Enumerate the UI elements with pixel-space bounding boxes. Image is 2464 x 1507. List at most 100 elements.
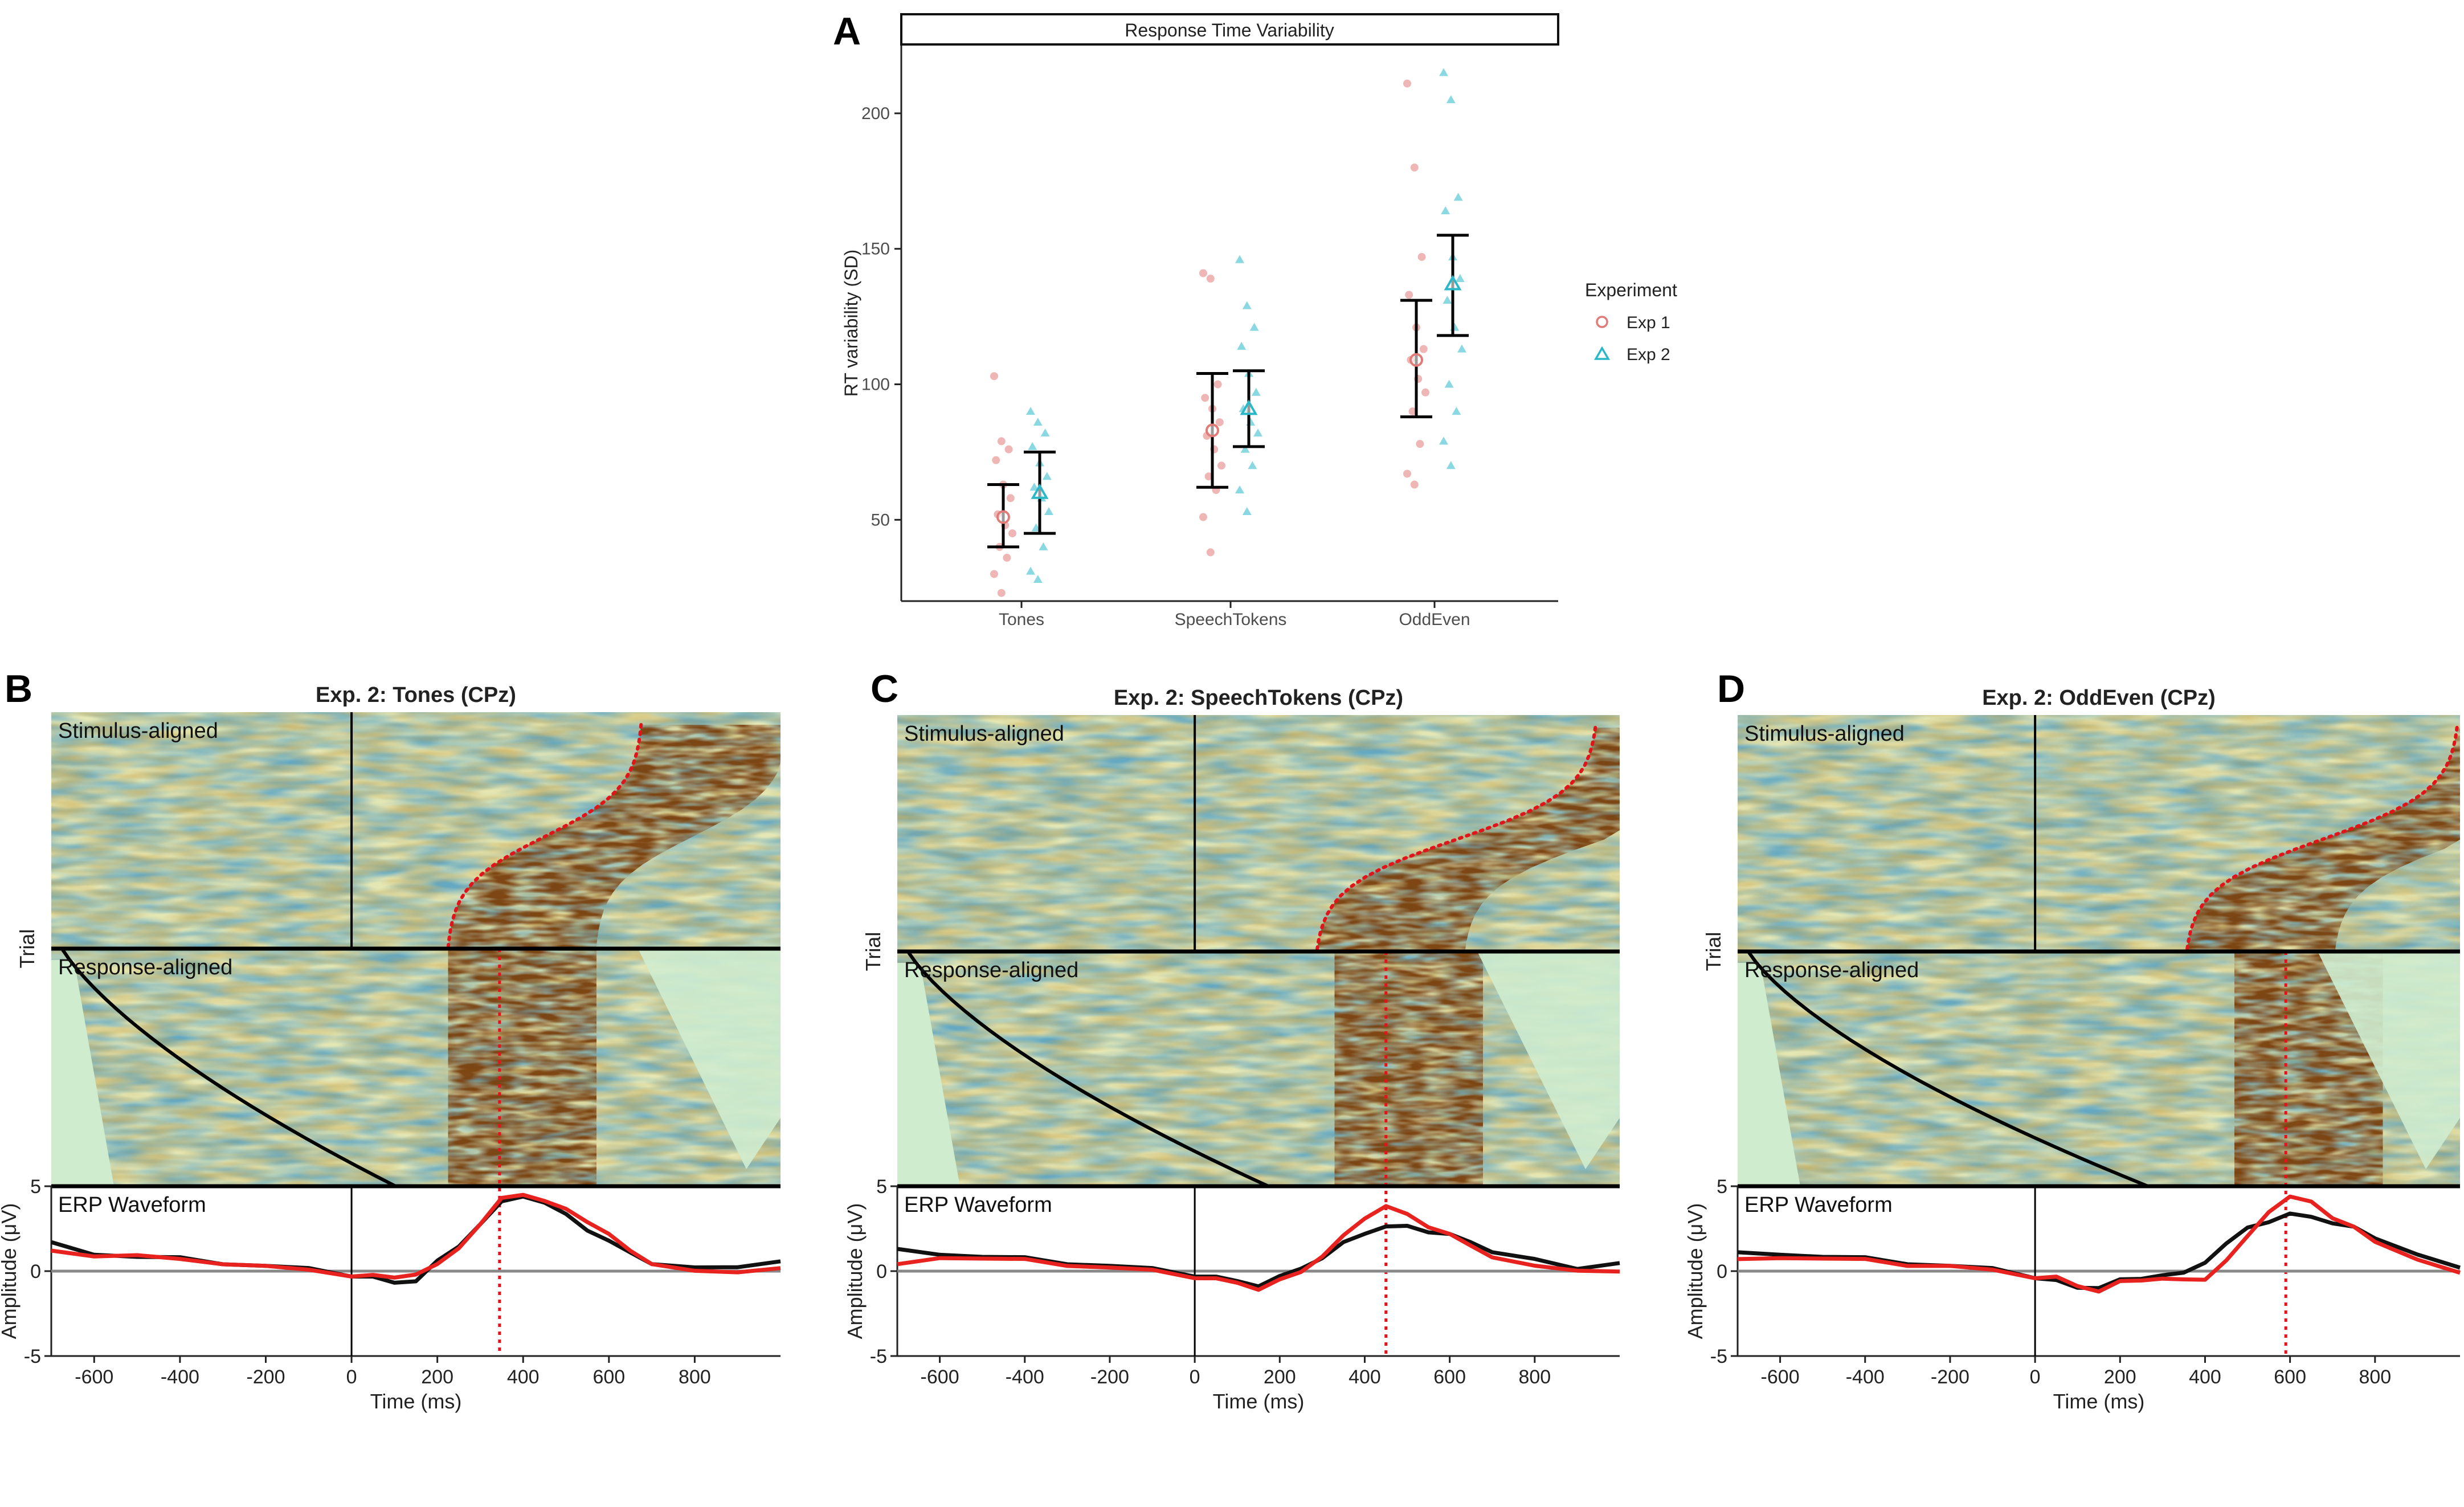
legend-exp2-label: Exp 2: [1627, 345, 1670, 364]
a-point-exp1: [1201, 394, 1209, 402]
a-point-exp1: [1417, 252, 1426, 261]
stimulus-aligned-label: Stimulus-aligned: [1744, 722, 1905, 746]
stimulus-onset-curve: [61, 949, 397, 1188]
panel-title: Exp. 2: SpeechTokens (CPz): [1114, 686, 1403, 710]
erp-xtick-label: -400: [161, 1366, 199, 1388]
response-empty-left: [897, 963, 960, 1186]
a-point-exp2: [1235, 485, 1244, 493]
a-point-exp2: [1040, 428, 1050, 437]
a-mean-exp2: [1240, 399, 1258, 415]
a-point-exp2: [1026, 566, 1035, 575]
trial-label: Trial: [861, 932, 885, 971]
erp-response-aligned: [1737, 1194, 2461, 1294]
a-point-exp1: [990, 372, 998, 381]
a-point-exp2: [1042, 472, 1052, 480]
a-point-exp2: [1439, 68, 1448, 76]
erp-xtick-label: -400: [1846, 1366, 1885, 1388]
a-mean-exp2: [1031, 483, 1049, 499]
a-point-exp1: [997, 589, 1006, 597]
panel-label-c: C: [871, 667, 898, 710]
erp-x-axis-label: Time (ms): [370, 1390, 462, 1413]
a-title-strip: [900, 13, 1559, 46]
erp-xtick-label: 200: [2104, 1366, 2136, 1388]
a-point-exp2: [1033, 418, 1043, 426]
legend-exp1-label: Exp 1: [1627, 313, 1670, 332]
legend-exp1-marker: [1596, 316, 1608, 328]
erp-xtick-label: 0: [346, 1366, 357, 1388]
a-point-exp2: [1242, 301, 1252, 309]
a-point-exp2: [1452, 407, 1461, 415]
a-point-exp1: [1204, 472, 1213, 481]
erp-stimulus-aligned: [897, 1224, 1620, 1289]
a-point-exp2: [1446, 461, 1456, 469]
panel-title: Exp. 2: OddEven (CPz): [1982, 686, 2216, 710]
erp-xtick-label: -600: [1761, 1366, 1800, 1388]
erp-ytick-label: -5: [24, 1346, 41, 1367]
response-empty-right: [638, 949, 781, 1169]
panel-title: Exp. 2: Tones (CPz): [316, 683, 516, 707]
legend-exp2-marker: [1593, 346, 1611, 360]
a-point-exp1: [1199, 513, 1207, 521]
a-point-exp1: [1421, 388, 1429, 397]
erp-xtick-label: 200: [1264, 1366, 1296, 1388]
a-ytick-label: 150: [861, 240, 890, 259]
a-xtick-label: OddEven: [1399, 610, 1470, 629]
a-point-exp1: [1213, 380, 1222, 389]
response-empty-left: [51, 960, 114, 1186]
a-point-exp2: [1443, 296, 1452, 304]
legend-title: Experiment: [1585, 280, 1677, 300]
a-point-exp1: [1206, 548, 1215, 557]
a-point-exp2: [1439, 436, 1448, 445]
erp-response-aligned: [897, 1204, 1620, 1292]
erp-xtick-label: 400: [1349, 1366, 1381, 1388]
response-aligned-label: Response-aligned: [904, 958, 1078, 982]
erp-xtick-label: 800: [1518, 1366, 1551, 1388]
response-burst: [1334, 951, 1483, 1186]
stimulus-onset-curve: [1747, 951, 2149, 1188]
erp-ytick-label: 5: [30, 1176, 41, 1198]
response-aligned-label: Response-aligned: [58, 955, 232, 979]
a-xtick-label: SpeechTokens: [1175, 610, 1287, 629]
a-point-exp1: [997, 437, 1006, 446]
erp-xtick-label: -400: [1006, 1366, 1044, 1388]
a-point-exp2: [1455, 274, 1465, 283]
a-point-exp2: [1029, 483, 1039, 491]
erp-xtick-label: 0: [2030, 1366, 2041, 1388]
trial-label: Trial: [15, 929, 39, 969]
erp-xtick-label: -600: [921, 1366, 959, 1388]
a-ytick-label: 200: [861, 104, 890, 123]
a-point-exp2: [1026, 407, 1035, 415]
a-point-exp2: [1248, 461, 1257, 469]
a-point-exp1: [1215, 418, 1224, 427]
erp-xtick-label: -200: [246, 1366, 285, 1388]
a-point-exp2: [1240, 444, 1250, 453]
erp-xtick-label: 400: [507, 1366, 540, 1388]
a-y-axis-label: RT variability (SD): [841, 250, 861, 397]
a-point-exp1: [1403, 469, 1411, 478]
panel-a: Response Time Variability 50 100 150 200 To…: [841, 13, 1677, 629]
a-point-exp1: [1003, 553, 1011, 562]
erp-response-aligned: [51, 1192, 781, 1280]
panel-label-d: D: [1717, 667, 1745, 710]
a-point-exp1: [1199, 269, 1207, 277]
panel-label-b: B: [5, 667, 32, 710]
a-ytick-label: 50: [871, 510, 890, 529]
response-aligned-label: Response-aligned: [1744, 958, 1919, 982]
erp-xtick-label: 400: [2189, 1366, 2221, 1388]
a-point-exp2: [1457, 344, 1466, 353]
a-point-exp1: [1405, 291, 1413, 299]
erp-xtick-label: 0: [1190, 1366, 1200, 1388]
rt-curve-dotted: [1315, 726, 1597, 953]
panel-c: Exp. 2: SpeechTokens (CPz) Stimulus-align…: [843, 686, 1620, 1413]
a-point-exp2: [1453, 193, 1463, 201]
erp-ytick-label: 0: [1717, 1261, 1727, 1283]
stimulus-aligned-label: Stimulus-aligned: [58, 719, 218, 743]
a-point-exp2: [1444, 379, 1454, 388]
a-point-exp2: [1251, 387, 1261, 396]
a-point-exp2: [1249, 322, 1259, 331]
erp-xtick-label: 600: [592, 1366, 625, 1388]
a-point-exp1: [992, 456, 1000, 464]
erp-y-axis-label: Amplitude (μV): [1683, 1203, 1707, 1339]
erp-xtick-label: 600: [2274, 1366, 2306, 1388]
